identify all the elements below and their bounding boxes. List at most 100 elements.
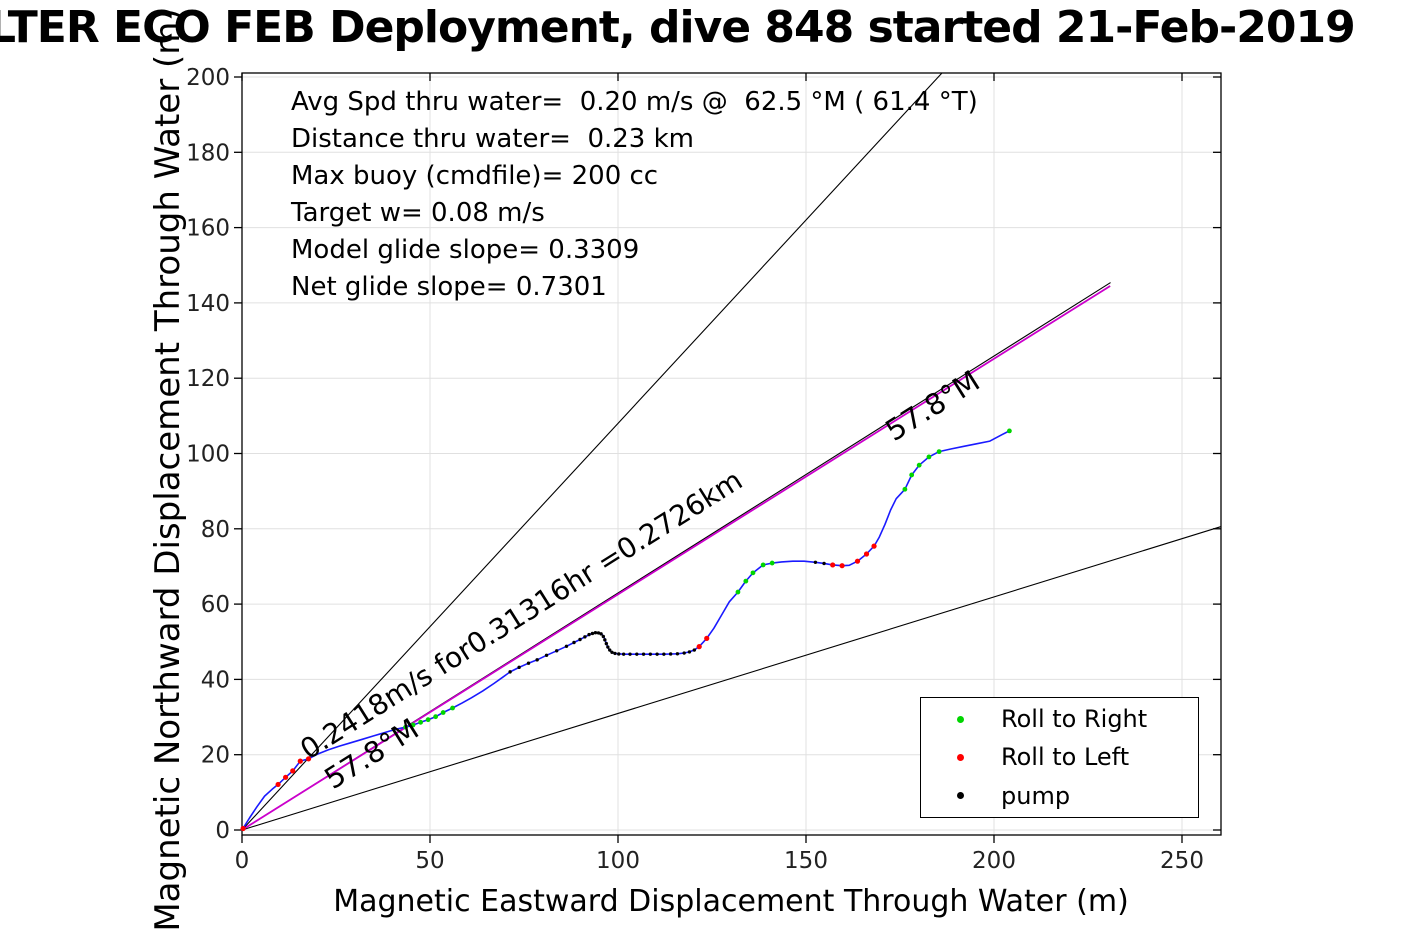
pump-marker: [535, 658, 539, 662]
x-tick-label: 200: [972, 848, 1016, 874]
roll-right-marker: [440, 710, 446, 715]
roll-right-marker: [433, 714, 439, 720]
y-tick-label: 160: [186, 216, 230, 242]
pump-marker: [572, 640, 576, 645]
roll-left-marker: [854, 558, 861, 564]
roll-right-marker: [403, 724, 408, 730]
pump-marker: [508, 670, 512, 674]
pump-marker: [606, 645, 610, 649]
pump-marker: [590, 631, 595, 636]
roll-right-marker: [916, 462, 922, 468]
roll-right-marker: [769, 560, 775, 566]
pump-marker: [526, 661, 531, 665]
pump-marker: [593, 631, 598, 635]
roll-left-marker: [863, 551, 870, 557]
roll-right-marker: [425, 717, 431, 723]
x-tick-label: 100: [596, 848, 640, 874]
roll-right-marker: [418, 719, 423, 725]
reference-line-heading-42-8: [241, 72, 943, 831]
stat-avg-speed: Avg Spd thru water= 0.20 m/s @ 62.5 °M (…: [291, 87, 978, 117]
pump-marker: [641, 652, 646, 656]
mean-displacement-vector: [241, 285, 1111, 831]
roll-left-marker: [830, 562, 836, 568]
pump-marker: [613, 651, 617, 656]
pump-marker: [608, 648, 612, 652]
pump-marker: [601, 634, 606, 639]
pump-marker: [692, 648, 697, 652]
pump-marker: [599, 632, 603, 636]
legend-label: pump: [1001, 781, 1071, 810]
roll-left-dot-icon: [957, 753, 964, 761]
legend-item-pump: pump: [921, 777, 1198, 815]
roll-left-marker: [283, 774, 289, 780]
pump-marker: [610, 650, 614, 654]
stat-max-buoy: Max buoy (cmdfile)= 200 cc: [291, 161, 659, 191]
pump-marker: [617, 652, 621, 656]
pump-marker: [662, 652, 666, 656]
stat-model-glide: Model glide slope= 0.3309: [291, 235, 640, 265]
pump-marker: [822, 561, 826, 566]
pump-marker: [603, 638, 607, 642]
pump-marker: [648, 652, 653, 656]
roll-left-marker: [275, 781, 281, 788]
x-tick-label: 50: [415, 848, 444, 874]
roll-right-marker: [936, 449, 942, 455]
pump-marker: [635, 652, 639, 656]
roll-right-marker: [926, 454, 932, 460]
pump-marker: [628, 652, 632, 656]
roll-left-marker: [839, 563, 845, 569]
y-tick-label: 140: [186, 291, 230, 317]
stat-net-glide: Net glide slope= 0.7301: [291, 272, 607, 302]
y-tick-label: 80: [201, 517, 230, 543]
pump-marker: [668, 652, 673, 656]
y-tick-label: 200: [186, 65, 230, 91]
pump-marker: [675, 652, 680, 656]
legend-item-roll-left: Roll to Left: [921, 738, 1198, 776]
roll-left-marker: [240, 825, 246, 832]
roll-right-marker: [902, 486, 908, 492]
y-tick-label: 60: [201, 592, 230, 618]
pump-marker: [555, 649, 559, 653]
y-tick-label: 40: [201, 667, 230, 693]
legend-box: Roll to Right Roll to Left pump: [920, 697, 1199, 818]
y-tick-label: 120: [186, 366, 230, 392]
pump-marker: [813, 560, 818, 565]
roll-left-marker: [871, 543, 877, 549]
roll-left-marker: [305, 756, 312, 762]
y-tick-label: 0: [215, 818, 230, 844]
legend-label: Roll to Left: [1001, 743, 1130, 772]
y-axis-label: Magnetic Northward Displacement Through …: [148, 8, 188, 932]
roll-left-marker: [696, 644, 702, 650]
plot-title: LTER ECO FEB Deployment, dive 848 starte…: [0, 2, 1356, 53]
pump-marker: [544, 653, 549, 658]
x-tick-label: 0: [235, 848, 250, 874]
pump-marker: [621, 652, 626, 656]
pump-marker: [578, 637, 582, 642]
roll-right-dot-icon: [957, 715, 964, 723]
stat-distance: Distance thru water= 0.23 km: [291, 124, 694, 154]
pump-marker: [517, 665, 521, 670]
roll-right-marker: [1007, 428, 1012, 434]
pump-marker: [687, 650, 692, 654]
pump-marker: [583, 635, 587, 639]
dive-stats-block: Avg Spd thru water= 0.20 m/s @ 62.5 °M (…: [291, 84, 978, 306]
legend-item-roll-right: Roll to Right: [921, 700, 1198, 738]
x-axis-label: Magnetic Eastward Displacement Through W…: [333, 884, 1129, 919]
roll-right-marker: [909, 472, 915, 478]
y-tick-label: 180: [186, 140, 230, 166]
pump-marker: [655, 652, 659, 656]
roll-left-marker: [297, 758, 303, 764]
x-tick-label: 250: [1160, 848, 1204, 874]
reference-line-heading-72-8: [241, 526, 1222, 831]
pump-dot-icon: [957, 792, 964, 800]
y-tick-label: 20: [201, 743, 230, 769]
roll-left-marker: [704, 635, 710, 641]
pump-marker: [682, 651, 686, 655]
pump-marker: [564, 644, 569, 648]
roll-right-marker: [410, 722, 416, 728]
roll-left-marker: [290, 768, 296, 774]
y-tick-label: 100: [186, 442, 230, 468]
pump-marker: [596, 631, 601, 635]
x-tick-label: 150: [784, 848, 828, 874]
